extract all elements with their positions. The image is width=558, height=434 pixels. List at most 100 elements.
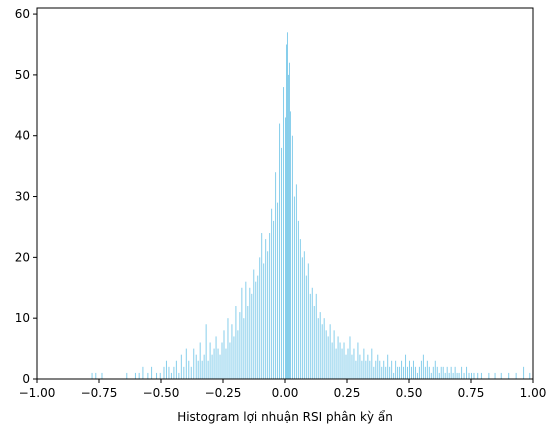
histogram-bar (245, 281, 247, 379)
histogram-bar (259, 257, 261, 379)
histogram-bar (353, 348, 355, 379)
histogram-bar (329, 324, 331, 379)
histogram-bar (436, 366, 438, 379)
histogram-bar (291, 135, 293, 379)
x-tick-label: −0.50 (143, 386, 180, 400)
histogram-bar (335, 348, 337, 379)
histogram-bar (285, 44, 287, 380)
histogram-bar (477, 372, 479, 379)
histogram-bar (281, 147, 283, 379)
histogram-bar (205, 324, 207, 379)
histogram-bar (463, 372, 465, 379)
histogram-bar (301, 257, 303, 379)
histogram-bar (303, 251, 305, 379)
histogram-bar (373, 366, 375, 379)
y-tick-label: 0 (22, 372, 30, 386)
histogram-bar (235, 306, 237, 379)
histogram-bar (237, 330, 239, 379)
histogram-bar (223, 330, 225, 379)
histogram-bar (197, 360, 199, 379)
histogram-bar (261, 233, 263, 379)
histogram-bar (251, 293, 253, 379)
x-tick-label: 0.50 (396, 386, 423, 400)
histogram-bar (168, 366, 170, 379)
histogram-bar (138, 372, 140, 379)
histogram-bar (461, 366, 463, 379)
histogram-bar (442, 366, 444, 379)
histogram-bar (178, 372, 180, 379)
histogram-bar (381, 366, 383, 379)
histogram-bar (323, 318, 325, 379)
histogram-bar (471, 372, 472, 379)
histogram-bar (269, 233, 271, 379)
histogram-bar (199, 342, 201, 379)
histogram-bar (267, 251, 269, 379)
histogram-bar (277, 202, 279, 379)
histogram-bar (315, 293, 317, 379)
histogram-bar (207, 360, 209, 379)
histogram-bar (219, 354, 221, 379)
histogram-bar (405, 354, 407, 379)
histogram-bar (253, 269, 255, 379)
histogram-bar (183, 366, 185, 379)
histogram-bar (243, 318, 245, 379)
histogram-bar (409, 360, 410, 379)
histogram-bar (458, 372, 460, 379)
histogram-bar (151, 366, 153, 379)
histogram-bar (377, 354, 379, 379)
histogram-bar (101, 372, 103, 379)
histogram-bar (263, 263, 265, 379)
histogram-bar (188, 360, 190, 379)
histogram-bar (313, 306, 315, 379)
histogram-bar (456, 372, 458, 379)
histogram-bar (321, 324, 323, 379)
histogram-bar (209, 342, 211, 379)
histogram-bar (299, 239, 301, 379)
histogram-bar (379, 360, 381, 379)
histogram-bar (126, 372, 128, 379)
histogram-bar (397, 366, 399, 379)
histogram-bar (361, 360, 363, 379)
y-axis: 0 10 20 30 40 50 60 (15, 7, 37, 386)
histogram-bar (345, 354, 347, 379)
histogram-bar (339, 342, 341, 379)
histogram-bar (293, 196, 295, 379)
histogram-bar (134, 372, 136, 379)
histogram-bar (420, 360, 422, 379)
histogram-bar (279, 123, 281, 380)
histogram-bar (285, 117, 286, 380)
histogram-bar (414, 366, 416, 379)
y-tick-label: 30 (15, 190, 30, 204)
histogram-bar (297, 220, 299, 379)
histogram-bar (363, 348, 365, 379)
histogram-bar (221, 342, 223, 379)
histogram-bar (454, 366, 456, 379)
histogram-bar (410, 366, 412, 379)
histogram-bar (239, 312, 241, 379)
x-tick-label: 0.00 (272, 386, 299, 400)
histogram-bar (333, 330, 335, 379)
histogram-bar (170, 372, 172, 379)
histogram-bar (233, 336, 235, 379)
histogram-bar (450, 366, 452, 379)
histogram-bar (275, 172, 277, 379)
histogram-bar (185, 348, 187, 379)
histogram-bar (357, 342, 359, 379)
histogram-bar (165, 360, 167, 379)
histogram-bar (389, 366, 391, 379)
x-tick-label: −0.75 (81, 386, 118, 400)
histogram-bar (211, 354, 213, 379)
histogram-bar (448, 372, 450, 379)
histogram-bar (337, 336, 339, 379)
histogram-bar (173, 366, 175, 379)
histogram-bar (446, 366, 448, 379)
histogram-bar (430, 372, 432, 379)
histogram-bar (412, 360, 414, 379)
histogram-bar (190, 366, 192, 379)
histogram-bar (307, 263, 309, 379)
histogram-bar (529, 372, 531, 379)
histogram-bar (265, 239, 267, 379)
histogram-bar (393, 372, 395, 379)
histogram-bar (309, 293, 311, 379)
